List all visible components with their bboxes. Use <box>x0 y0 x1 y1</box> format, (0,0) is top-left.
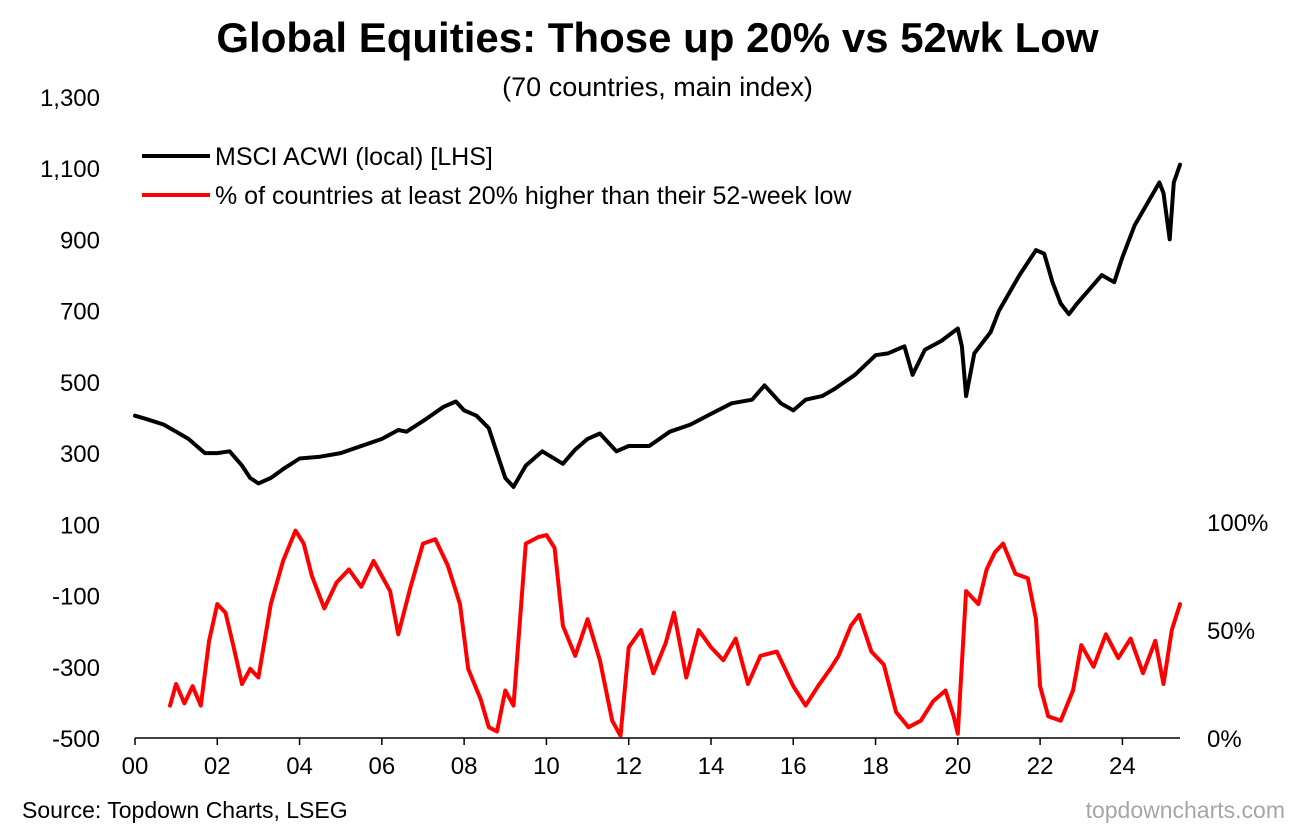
left-tick-label: 1,300 <box>40 85 100 112</box>
left-tick-label: -300 <box>52 655 100 682</box>
x-tick-label: 18 <box>862 753 889 780</box>
legend-label-acwi: MSCI ACWI (local) [LHS] <box>215 143 493 171</box>
x-tick-label: 08 <box>451 753 478 780</box>
x-tick-label: 16 <box>780 753 807 780</box>
series-line-breadth <box>168 528 1182 738</box>
x-tick-label: 24 <box>1109 753 1136 780</box>
left-tick-label: 900 <box>60 227 100 254</box>
x-tick-label: 00 <box>122 753 149 780</box>
left-tick-label: 500 <box>60 370 100 397</box>
legend-label-breadth: % of countries at least 20% higher than … <box>215 182 852 210</box>
x-tick-label: 14 <box>698 753 725 780</box>
series-layer <box>133 162 1182 738</box>
x-axis-ticks: 00 02 04 06 08 10 12 14 16 18 20 22 24 <box>122 738 1136 780</box>
x-tick-label: 02 <box>204 753 231 780</box>
left-tick-label: 1,100 <box>40 156 100 183</box>
left-tick-label: 700 <box>60 299 100 326</box>
series-line-acwi <box>133 162 1182 489</box>
right-tick-label: 100% <box>1207 510 1268 537</box>
chart-title: Global Equities: Those up 20% vs 52wk Lo… <box>216 14 1099 61</box>
left-tick-label: 300 <box>60 441 100 468</box>
left-tick-label: -500 <box>52 726 100 753</box>
source-note: Source: Topdown Charts, LSEG <box>22 797 348 823</box>
left-tick-label: 100 <box>60 512 100 539</box>
right-axis-ticks: 100% 50% 0% <box>1207 510 1268 753</box>
x-tick-label: 10 <box>533 753 560 780</box>
right-tick-label: 50% <box>1207 618 1255 645</box>
chart-subtitle: (70 countries, main index) <box>502 72 813 102</box>
legend: MSCI ACWI (local) [LHS] % of countries a… <box>142 143 852 210</box>
x-tick-label: 12 <box>615 753 642 780</box>
x-tick-label: 04 <box>286 753 313 780</box>
left-tick-label: -100 <box>52 584 100 611</box>
x-tick-label: 20 <box>944 753 971 780</box>
left-axis-ticks: 1,300 1,100 900 700 500 300 100 -100 -300 -500 <box>40 85 100 753</box>
watermark: topdowncharts.com <box>1085 797 1285 823</box>
x-tick-label: 22 <box>1027 753 1054 780</box>
right-tick-label: 0% <box>1207 726 1242 753</box>
x-tick-label: 06 <box>368 753 395 780</box>
